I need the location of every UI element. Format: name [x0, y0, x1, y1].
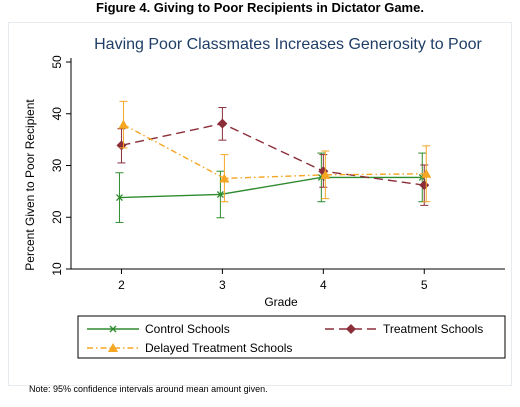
series-line: [123, 123, 427, 180]
legend-marker: [108, 343, 118, 352]
series-layer: [115, 100, 432, 223]
series-line: [121, 122, 425, 186]
y-tick-label: 10: [50, 262, 64, 276]
x-tick-label: 2: [118, 278, 125, 292]
legend-box: [77, 315, 506, 359]
figure-title: Figure 4. Giving to Poor Recipients in D…: [96, 0, 424, 15]
data-point: [219, 173, 230, 183]
legend-label: Delayed Treatment Schools: [145, 341, 292, 355]
line-chart: Having Poor Classmates Increases Generos…: [23, 36, 506, 359]
data-point: [116, 140, 127, 151]
legend-marker: [346, 324, 356, 334]
y-axis-label: Percent Given to Poor Recipient: [23, 99, 37, 271]
x-tick-label: 4: [320, 278, 327, 292]
data-point: [421, 168, 432, 178]
y-tick-label: 50: [50, 55, 64, 69]
data-point: [419, 180, 430, 191]
chart-title: Having Poor Classmates Increases Generos…: [94, 36, 482, 53]
series-treatment-schools: [116, 107, 430, 206]
x-tick-label: 5: [421, 278, 428, 292]
y-tick-label: 40: [50, 107, 64, 121]
legend-label: Treatment Schools: [383, 322, 483, 336]
x-axis-label: Grade: [264, 295, 298, 309]
axes: 10 20 30 40 50 2 3 4 5: [50, 55, 505, 292]
legend-entry: Control Schools: [87, 322, 230, 336]
series-line: [119, 176, 423, 199]
series-control-schools: [115, 152, 427, 223]
legend-label: Control Schools: [145, 322, 230, 336]
data-point: [320, 169, 331, 179]
legend-entry: Delayed Treatment Schools: [87, 341, 292, 355]
series-delayed-treatment-schools: [118, 100, 432, 203]
chart-note: Note: 95% confidence intervals around me…: [29, 384, 268, 394]
x-tick-label: 3: [219, 278, 226, 292]
legend: Control Schools Treatment Schools Delayed …: [77, 315, 506, 359]
chart-panel: Having Poor Classmates Increases Generos…: [8, 22, 512, 394]
legend-marker: [109, 325, 117, 333]
data-point: [217, 118, 228, 129]
legend-entry: Treatment Schools: [325, 322, 483, 336]
y-tick-label: 30: [50, 159, 64, 173]
data-point: [116, 194, 123, 202]
data-point: [216, 191, 224, 198]
y-tick-label: 20: [50, 210, 64, 224]
data-point: [118, 119, 129, 129]
